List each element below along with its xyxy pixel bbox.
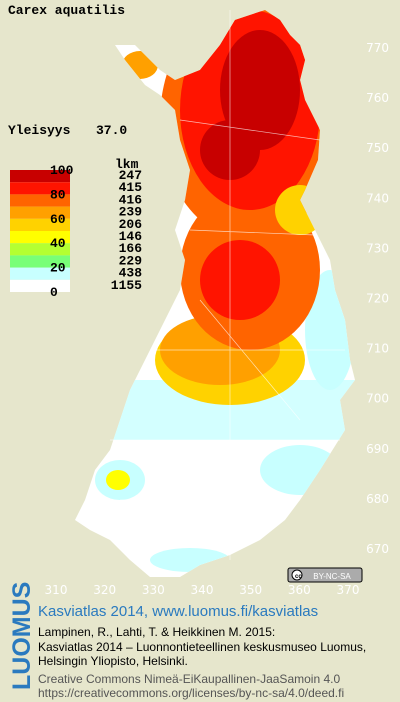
legend-count: 206 [119,217,143,232]
logo: LUOMUS [8,582,36,690]
y-coordinate-label: 700 [366,392,389,406]
license-line: https://creativecommons.org/licenses/by-… [38,686,344,700]
legend-swatch [10,206,70,219]
y-coordinate-label: 690 [366,442,389,456]
legend-swatch [10,267,70,280]
legend-scale-label: 0 [50,285,58,300]
y-coordinate-label: 730 [366,241,389,255]
citation-line: Kasviatlas 2014 – Luonnontieteellinen ke… [38,640,366,654]
legend-swatch [10,243,70,256]
y-coordinate-label: 740 [366,191,389,205]
legend-count: 229 [119,253,143,268]
x-coordinate-label: 330 [142,583,165,597]
legend-swatch [10,255,70,268]
y-coordinate-label: 750 [366,141,389,155]
x-coordinate-label: 360 [288,583,311,597]
legend-count: 415 [119,180,143,195]
y-coordinate-label: 760 [366,91,389,105]
legend-scale-label: 100 [50,163,74,178]
license-line: Creative Commons Nimeä-EiKaupallinen-Jaa… [38,672,340,686]
badge-text: BY-NC-SA [313,572,351,581]
count-header: lkm [115,157,139,172]
legend-count: 247 [119,168,142,183]
legend-swatch [10,218,70,231]
x-coordinate-label: 310 [45,583,68,597]
y-coordinate-label: 680 [366,492,389,506]
legend-swatch [10,194,70,207]
legend-swatch [10,170,70,183]
legend-count: 239 [119,205,143,220]
legend-count: 166 [119,241,143,256]
legend-scale-label: 60 [50,212,66,227]
svg-text:cc: cc [295,574,302,580]
legend-count: 416 [119,192,143,207]
x-coordinate-label: 340 [191,583,214,597]
citation-line: Lampinen, R., Lahti, T. & Heikkinen M. 2… [38,625,275,639]
y-coordinate-label: 720 [366,292,389,306]
frequency-label: Yleisyys [8,123,71,138]
legend-swatch [10,279,70,292]
region-borders [110,10,345,560]
legend-count: 1155 [111,278,142,293]
frequency-value: 37.0 [96,123,127,138]
legend-scale-label: 80 [50,187,66,202]
legend-count: 438 [119,266,143,281]
legend-count: 146 [119,229,143,244]
footer-heading: Kasviatlas 2014, www.luomus.fi/kasviatla… [38,603,318,620]
coordinate-labels: 310 320 330 340 350 360 370 770 760 750 740 730 720 7… [45,41,389,597]
legend-swatch [10,182,70,195]
legend-swatch [10,231,70,244]
y-coordinate-label: 670 [366,542,389,556]
species-title: Carex aquatilis [8,3,125,18]
x-coordinate-label: 320 [93,583,116,597]
y-coordinate-label: 770 [366,41,389,55]
license-badge: cc BY-NC-SA [287,567,363,583]
x-coordinate-label: 370 [337,583,360,597]
y-coordinate-label: 710 [366,342,389,356]
citation-line: Helsingin Yliopisto, Helsinki. [38,654,188,668]
x-coordinate-label: 350 [239,583,262,597]
legend-scale-label: 40 [50,236,66,251]
legend-scale-label: 20 [50,261,66,276]
